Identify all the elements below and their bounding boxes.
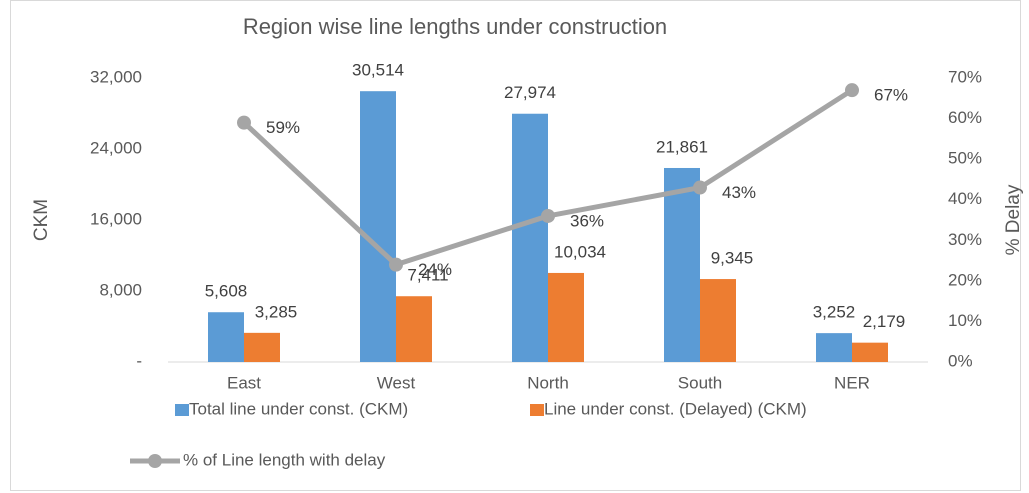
data-label: 59%: [266, 118, 300, 137]
y2-tick-label: 30%: [948, 230, 982, 249]
legend-label: Line under const. (Delayed) (CKM): [544, 399, 807, 418]
y-tick-label: 8,000: [99, 280, 142, 299]
line-marker: [541, 208, 555, 223]
y2-tick-label: 20%: [948, 270, 982, 289]
data-label: 5,608: [205, 282, 248, 301]
line-marker: [237, 115, 251, 130]
legend-label: % of Line length with delay: [183, 450, 386, 469]
bar: [360, 91, 396, 363]
bar: [700, 279, 736, 362]
y-tick-label: 16,000: [90, 209, 142, 228]
data-label: 24%: [418, 260, 452, 279]
data-label: 9,345: [711, 249, 754, 268]
y-tick-label: -: [136, 351, 142, 370]
y2-tick-label: 70%: [948, 67, 982, 86]
data-label: 2,179: [863, 312, 906, 331]
y2-tick-label: 40%: [948, 189, 982, 208]
bar: [852, 342, 888, 362]
y2-axis-title: % Delay: [1003, 184, 1024, 255]
data-label: 7,411: [407, 266, 448, 285]
bar: [208, 312, 244, 362]
data-label: 3,252: [813, 303, 856, 322]
x-tick-label: East: [227, 373, 261, 392]
line-marker: [845, 83, 859, 98]
y2-tick-label: 0%: [948, 351, 973, 370]
legend-swatch: [175, 404, 189, 416]
data-label: 3,285: [255, 302, 298, 321]
data-label: 21,861: [656, 137, 708, 156]
legend-swatch: [148, 454, 162, 468]
y-tick-label: 24,000: [90, 138, 142, 157]
bar: [512, 113, 548, 363]
x-tick-label: West: [377, 373, 416, 392]
data-label: 67%: [874, 86, 908, 105]
data-label: 10,034: [554, 242, 606, 261]
line-marker: [693, 180, 707, 195]
data-label: 36%: [570, 211, 604, 230]
bar: [244, 332, 280, 362]
x-tick-label: North: [527, 373, 569, 392]
x-tick-label: South: [678, 373, 722, 392]
data-label: 43%: [722, 183, 756, 202]
data-label: 27,974: [504, 83, 556, 102]
chart-title: Region wise line lengths under construct…: [243, 14, 667, 39]
data-label: 30,514: [352, 61, 404, 80]
line-marker: [389, 257, 403, 272]
bar: [664, 167, 700, 362]
y-tick-label: 32,000: [90, 67, 142, 86]
y-axis-title: CKM: [31, 199, 52, 241]
legend-swatch: [530, 404, 544, 416]
y2-tick-label: 60%: [948, 108, 982, 127]
y2-tick-label: 50%: [948, 149, 982, 168]
bar: [548, 272, 584, 362]
x-tick-label: NER: [834, 373, 870, 392]
legend-label: Total line under const. (CKM): [189, 399, 408, 418]
y2-tick-label: 10%: [948, 311, 982, 330]
bar: [396, 296, 432, 362]
bar: [816, 333, 852, 362]
